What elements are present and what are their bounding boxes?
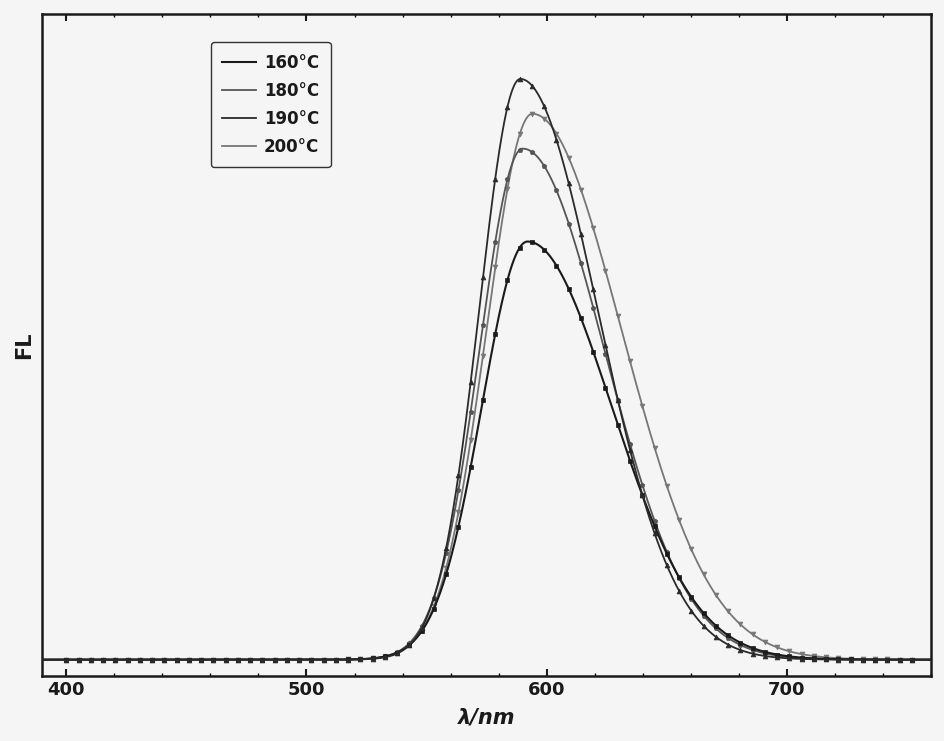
Line: 180°C: 180°C: [42, 149, 930, 659]
160°C: [924, 655, 936, 664]
160°C: [377, 652, 388, 661]
Legend: 160°C, 180°C, 190°C, 200°C: 160°C, 180°C, 190°C, 200°C: [211, 42, 330, 167]
200°C: [377, 653, 388, 662]
160°C: [37, 655, 48, 664]
190°C: [377, 653, 388, 662]
160°C: [138, 655, 149, 664]
180°C: [907, 655, 919, 664]
200°C: [138, 655, 149, 664]
200°C: [526, 110, 537, 119]
180°C: [37, 655, 48, 664]
180°C: [191, 655, 202, 664]
200°C: [812, 652, 823, 661]
190°C: [514, 75, 526, 84]
190°C: [191, 655, 202, 664]
Y-axis label: FL: FL: [14, 331, 34, 359]
160°C: [907, 655, 919, 664]
200°C: [907, 655, 919, 664]
200°C: [415, 626, 427, 635]
160°C: [521, 237, 532, 246]
160°C: [415, 627, 427, 636]
200°C: [924, 655, 936, 664]
190°C: [37, 655, 48, 664]
180°C: [516, 144, 528, 153]
Line: 200°C: 200°C: [42, 114, 930, 659]
190°C: [907, 655, 919, 664]
190°C: [415, 624, 427, 633]
180°C: [812, 654, 823, 663]
180°C: [924, 655, 936, 664]
Line: 190°C: 190°C: [42, 79, 930, 659]
200°C: [37, 655, 48, 664]
Line: 160°C: 160°C: [42, 242, 930, 659]
180°C: [377, 652, 388, 661]
180°C: [138, 655, 149, 664]
190°C: [812, 655, 823, 664]
X-axis label: λ/nm: λ/nm: [458, 707, 514, 727]
190°C: [138, 655, 149, 664]
180°C: [415, 622, 427, 631]
190°C: [924, 655, 936, 664]
160°C: [191, 655, 202, 664]
160°C: [812, 654, 823, 663]
200°C: [191, 655, 202, 664]
